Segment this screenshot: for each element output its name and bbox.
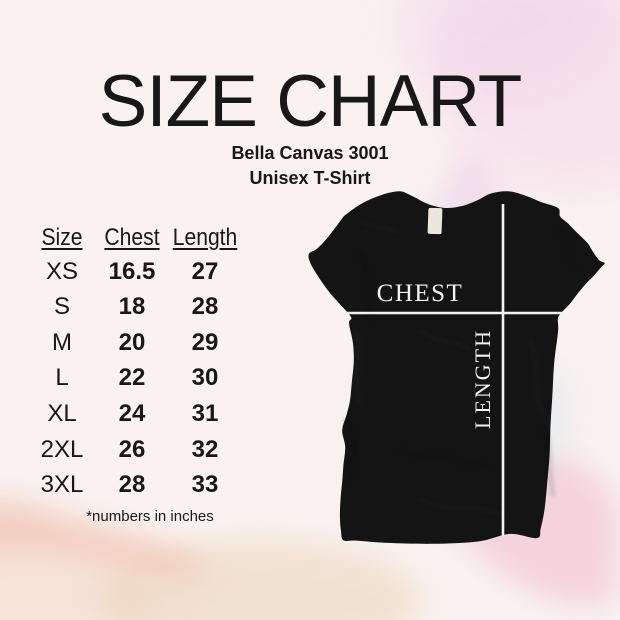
svg-text:CHEST: CHEST [377,280,464,307]
svg-text:LENGTH: LENGTH [470,329,495,429]
